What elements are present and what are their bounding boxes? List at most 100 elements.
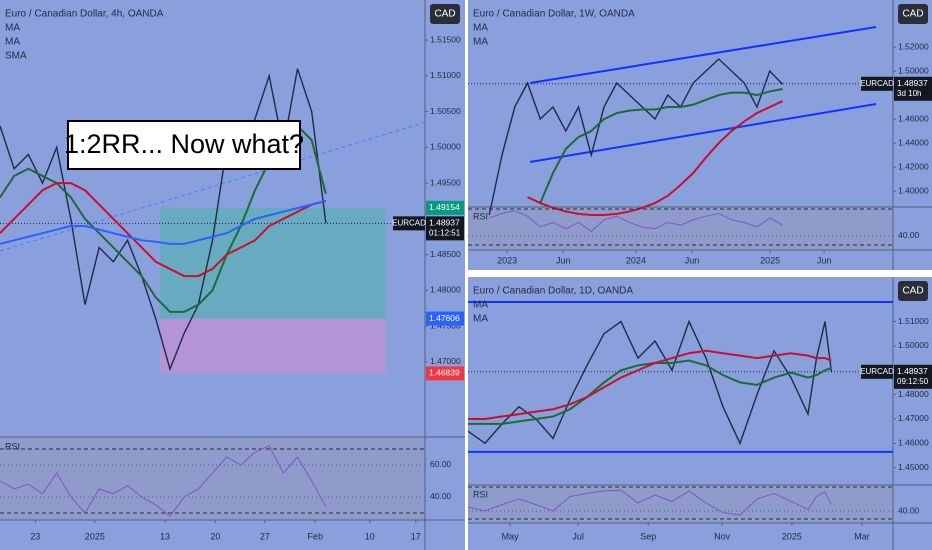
y-tick-label: 1.47000 xyxy=(898,413,929,423)
level-tag xyxy=(426,200,464,215)
legend-entry: MA xyxy=(5,37,20,48)
rsi-line xyxy=(467,489,832,516)
moving-average xyxy=(539,88,783,204)
countdown-label: 01:12:51 xyxy=(429,228,461,237)
x-tick-label: May xyxy=(502,531,520,541)
rsi-tick-label: 40.00 xyxy=(898,230,920,240)
last-label: 1.48937 xyxy=(897,366,928,376)
x-tick-label: 2025 xyxy=(85,531,105,541)
y-tick-label: 1.50000 xyxy=(898,340,929,350)
y-tick-label: 1.50000 xyxy=(430,142,461,152)
moving-average xyxy=(468,349,832,420)
y-tick-label: 1.51000 xyxy=(898,316,929,326)
rsi-line xyxy=(489,210,783,233)
rsi-label: RSI xyxy=(5,441,20,451)
x-tick-label: 2025 xyxy=(760,255,780,265)
legend-entry: SMA xyxy=(5,51,27,62)
symbol-label: EURCAD xyxy=(860,79,894,88)
y-tick-label: 1.49500 xyxy=(430,177,461,187)
level-tag xyxy=(426,311,464,326)
price-line xyxy=(467,319,833,446)
chart-title: Euro / Canadian Dollar, 4h, OANDA xyxy=(5,9,164,20)
x-tick-label: 10 xyxy=(365,531,375,541)
moving-average xyxy=(468,359,832,425)
currency-badge xyxy=(898,4,928,24)
chart-title: Euro / Canadian Dollar, 1W, OANDA xyxy=(473,9,635,20)
currency-label: CAD xyxy=(434,9,455,20)
currency-badge xyxy=(898,281,928,301)
annotation-text: 1:2RR... Now what? xyxy=(64,129,304,159)
symbol-tag xyxy=(861,364,893,379)
moving-average xyxy=(527,100,783,217)
legend-entry: MA xyxy=(473,37,488,48)
y-tick-label: 1.50500 xyxy=(430,106,461,116)
symbol-tag xyxy=(861,76,893,91)
x-tick-label: 2024 xyxy=(626,255,646,265)
x-tick-label: Nov xyxy=(714,531,731,541)
x-tick-label: 23 xyxy=(30,531,40,541)
y-tick-label: 1.48000 xyxy=(898,389,929,399)
x-tick-label: Jun xyxy=(685,255,700,265)
x-tick-label: 27 xyxy=(260,531,270,541)
y-tick-label: 1.46000 xyxy=(898,113,929,123)
x-tick-label: Sep xyxy=(640,531,656,541)
y-tick-label: 1.42000 xyxy=(898,161,929,171)
rsi-tick-label: 40.00 xyxy=(898,505,920,515)
moving-average xyxy=(0,182,327,278)
legend-entry: MA xyxy=(473,23,488,34)
currency-label: CAD xyxy=(902,9,923,20)
y-tick-label: 1.51500 xyxy=(430,34,461,44)
rsi-line xyxy=(0,445,327,517)
level-label: 1.49154 xyxy=(429,202,460,212)
price-line xyxy=(0,68,327,372)
level-label: 1.47606 xyxy=(429,313,460,323)
level-label: 1.46839 xyxy=(429,368,460,378)
x-tick-label: Feb xyxy=(307,531,323,541)
stop-zone xyxy=(160,318,386,374)
x-tick-label: Jun xyxy=(556,255,571,265)
y-tick-label: 1.48000 xyxy=(430,285,461,295)
symbol-label: EURCAD xyxy=(392,218,426,227)
y-tick-label: 1.51000 xyxy=(430,70,461,80)
rsi-bg xyxy=(468,207,893,250)
y-tick-label: 1.48500 xyxy=(430,249,461,259)
moving-average xyxy=(0,200,327,245)
trend-line xyxy=(529,103,877,163)
rsi-bg xyxy=(468,485,893,523)
symbol-label: EURCAD xyxy=(860,367,894,376)
level-tag xyxy=(426,366,464,381)
last-label: 1.48937 xyxy=(429,218,460,228)
legend-entry: MA xyxy=(473,314,488,325)
last-label: 1.48937 xyxy=(897,78,928,88)
countdown-label: 09:12:50 xyxy=(897,377,929,386)
symbol-tag xyxy=(393,216,425,231)
rsi-tick-label: 40.00 xyxy=(430,491,452,501)
target-zone xyxy=(160,207,386,319)
x-tick-label: 17 xyxy=(411,531,421,541)
y-tick-label: 1.52000 xyxy=(898,41,929,51)
rsi-label: RSI xyxy=(473,211,488,221)
y-tick-label: 1.44000 xyxy=(898,137,929,147)
last-tag xyxy=(894,76,932,101)
y-tick-label: 1.46000 xyxy=(898,438,929,448)
x-tick-label: Jun xyxy=(817,255,832,265)
x-tick-label: Mar xyxy=(854,531,870,541)
x-tick-label: 2025 xyxy=(782,531,802,541)
last-tag xyxy=(426,216,464,241)
price-line xyxy=(488,58,784,216)
x-tick-label: 13 xyxy=(160,531,170,541)
y-tick-label: 1.50000 xyxy=(898,65,929,75)
legend-entry: MA xyxy=(5,23,20,34)
x-tick-label: 2023 xyxy=(497,255,517,265)
y-tick-label: 1.47000 xyxy=(430,356,461,366)
currency-label: CAD xyxy=(902,286,923,297)
x-tick-label: Jul xyxy=(572,531,584,541)
rsi-label: RSI xyxy=(473,489,488,499)
countdown-label: 3d 10h xyxy=(897,89,921,98)
y-tick-label: 1.45000 xyxy=(898,462,929,472)
annotation-box xyxy=(67,120,301,170)
x-tick-label: 20 xyxy=(210,531,220,541)
y-tick-label: 1.40000 xyxy=(898,185,929,195)
